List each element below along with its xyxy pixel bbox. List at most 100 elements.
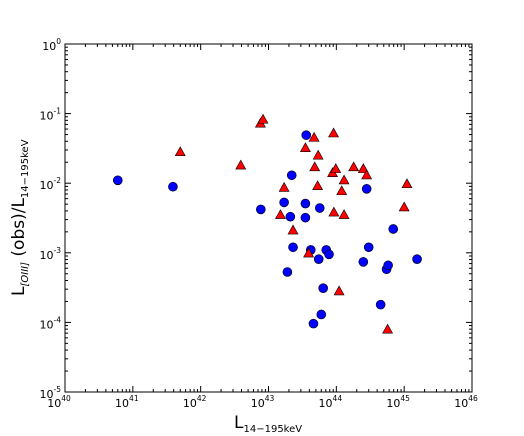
data-point-triangle [348,161,360,172]
data-point-circle [288,242,298,253]
data-point-circle [279,197,289,208]
y-tick-exp: -3 [54,246,62,255]
y-tick-label: 100 [42,37,61,53]
data-point-triangle [328,127,340,138]
y-tick-base: 10 [42,40,56,53]
data-point-circle [313,254,324,264]
x-tick-exp: 45 [400,394,410,403]
data-point-triangle [308,131,320,142]
data-point-triangle [278,181,290,192]
y-axis-label-main: L [9,286,29,296]
data-point-triangle [235,159,247,170]
data-point-triangle [312,180,324,190]
data-markers [112,113,422,334]
x-tick-label: 1045 [386,394,410,410]
x-tick-label: 1046 [454,394,478,410]
data-point-circle [112,175,123,186]
data-point-circle [324,249,334,260]
data-point-triangle [361,169,373,180]
x-tick-base: 10 [319,397,333,410]
data-point-circle [168,181,178,192]
x-tick-label: 1043 [251,394,275,410]
x-tick-base: 10 [454,397,468,410]
axis-ticks: 1040 1041 1042 1043 1044 1045 104610-510-410-3… [40,37,478,410]
data-point-circle [314,203,325,213]
x-tick-base: 10 [251,397,265,410]
y-tick-exp: -1 [54,107,62,116]
data-point-triangle [357,163,369,173]
data-point-circle [301,130,312,140]
x-tick-label: 1040 [47,394,71,410]
x-axis-label: L14−195keV [234,413,302,435]
series-circle [112,130,422,329]
data-point-circle [318,283,328,294]
data-point-triangle [257,113,269,124]
data-point-triangle [303,247,315,258]
data-point-circle [363,242,374,253]
y-tick-label: 10-2 [40,176,62,192]
x-tick-exp: 41 [129,394,139,403]
data-point-circle [316,309,327,320]
data-point-triangle [274,209,286,219]
data-point-circle [285,211,296,222]
y-axis-label-sub1: [OIII] [20,262,31,287]
x-tick-exp: 46 [468,394,478,403]
data-point-triangle [174,146,186,157]
x-tick-exp: 40 [61,394,71,403]
data-point-circle [256,204,266,215]
data-point-circle [361,184,372,194]
x-tick-label: 1044 [319,394,343,410]
x-tick-base: 10 [386,397,400,410]
y-tick-exp: 0 [56,37,61,46]
data-point-triangle [338,209,350,219]
data-point-triangle [336,185,348,196]
x-axis-label-main: L [234,413,244,433]
data-point-circle [375,299,386,310]
y-tick-label: 10-3 [40,246,62,262]
x-tick-base: 10 [115,397,129,410]
data-point-circle [300,212,311,223]
y-axis-label-middle: (obs)/L [9,198,29,262]
y-tick-label: 10-5 [40,385,62,401]
data-point-triangle [330,163,342,173]
data-point-triangle [338,174,350,185]
data-point-circle [358,257,369,267]
plot-frame [64,43,473,393]
data-point-triangle [299,142,311,152]
y-tick-label: 10-4 [40,315,62,331]
y-tick-base: 10 [40,110,54,123]
y-axis-label: L[OIII] (obs)/L14−195keV [9,139,31,296]
data-point-triangle [382,323,394,334]
x-tick-base: 10 [47,397,61,410]
data-point-circle [282,267,293,277]
y-tick-base: 10 [40,388,54,401]
data-point-triangle [312,149,324,160]
x-tick-exp: 44 [333,394,343,403]
series-triangle [174,113,413,334]
data-point-triangle [401,178,413,189]
data-point-triangle [309,161,321,172]
y-tick-exp: -2 [54,176,62,185]
data-point-circle [388,224,399,234]
data-point-circle [308,318,319,329]
data-point-triangle [328,206,340,217]
data-point-triangle [287,224,299,235]
x-tick-exp: 43 [265,394,275,403]
y-tick-exp: -5 [54,385,62,394]
y-tick-base: 10 [40,318,54,331]
y-tick-exp: -4 [54,315,62,324]
x-tick-label: 1041 [115,394,139,410]
data-point-circle [383,260,393,271]
data-point-triangle [398,201,410,212]
data-point-circle [286,170,297,181]
y-axis-label-sub2: 14−195keV [20,139,31,198]
x-tick-exp: 42 [197,394,207,403]
data-point-circle [412,254,422,264]
x-tick-label: 1042 [183,394,207,410]
x-tick-base: 10 [183,397,197,410]
y-tick-label: 10-1 [40,107,62,123]
x-axis-label-sub: 14−195keV [243,424,302,435]
y-tick-base: 10 [40,179,54,192]
